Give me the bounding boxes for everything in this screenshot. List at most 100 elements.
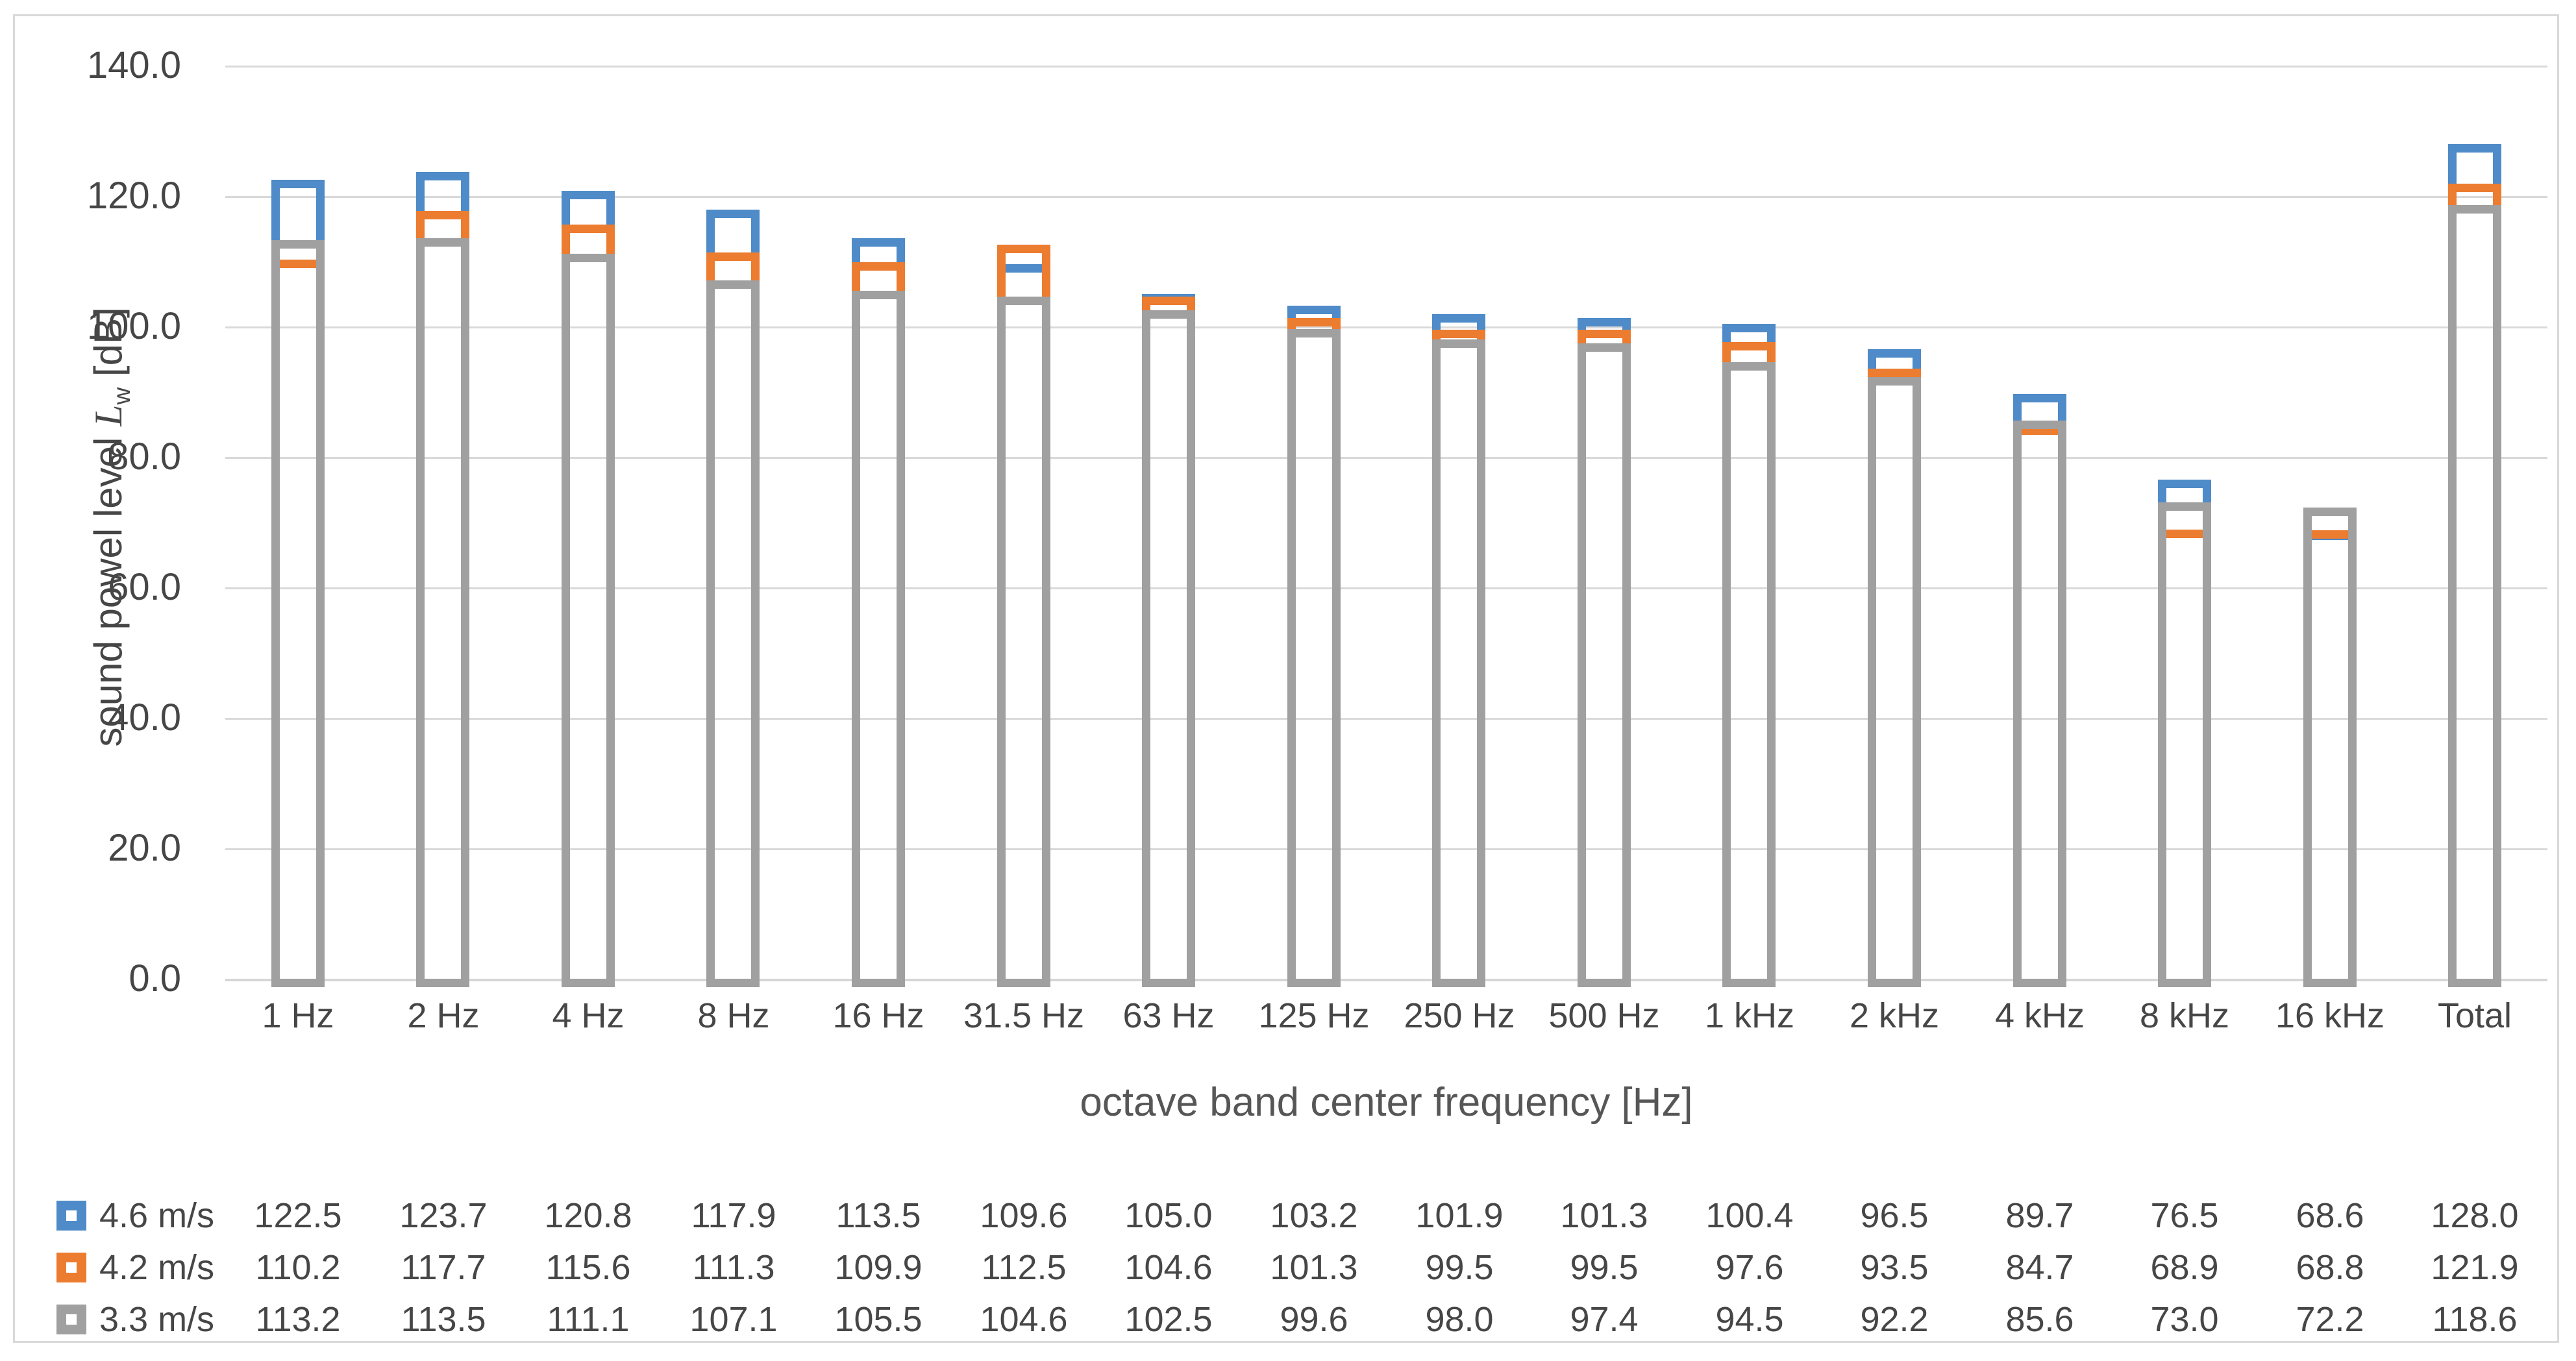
table-cell: 121.9 [2431, 1248, 2519, 1287]
bar-3-3-m-s-4-khz [2013, 421, 2066, 987]
bar-3-3-m-s-1-khz [1722, 362, 1776, 987]
gridline [225, 848, 2547, 850]
table-cell: 99.6 [1280, 1300, 1348, 1339]
bar-3-3-m-s-8-hz [706, 280, 760, 987]
category-label: 1 Hz [262, 996, 334, 1035]
category-label: 250 Hz [1404, 996, 1515, 1035]
table-cell: 89.7 [2005, 1196, 2074, 1235]
legend-marker-hole [66, 1262, 77, 1273]
table-cell: 109.9 [834, 1248, 923, 1287]
category-label: 16 Hz [832, 996, 924, 1035]
bar-3-3-m-s-8-khz [2158, 502, 2211, 987]
table-cell: 101.3 [1270, 1248, 1358, 1287]
table-cell: 120.8 [544, 1196, 632, 1235]
category-label: 16 kHz [2275, 996, 2385, 1035]
table-cell: 97.4 [1570, 1300, 1639, 1339]
category-label: 4 Hz [552, 996, 625, 1035]
legend-marker-icon [56, 1305, 86, 1334]
series-label: 4.2 m/s [99, 1248, 215, 1287]
bar-3-3-m-s-total [2448, 205, 2501, 987]
table-cell: 96.5 [1860, 1196, 1929, 1235]
series-label: 3.3 m/s [99, 1300, 215, 1339]
table-cell: 101.9 [1415, 1196, 1504, 1235]
table-cell: 104.6 [980, 1300, 1068, 1339]
table-cell: 72.2 [2296, 1300, 2364, 1339]
category-label: 31.5 Hz [963, 996, 1085, 1035]
category-label: 125 Hz [1258, 996, 1370, 1035]
table-cell: 113.5 [401, 1300, 486, 1339]
table-cell: 94.5 [1715, 1300, 1784, 1339]
y-axis-title-subscript: w [108, 387, 135, 405]
table-cell: 107.1 [689, 1300, 778, 1339]
table-cell: 84.7 [2005, 1248, 2074, 1287]
table-cell: 73.0 [2150, 1300, 2219, 1339]
table-cell: 68.9 [2150, 1248, 2219, 1287]
bar-3-3-m-s-16-khz [2303, 508, 2357, 987]
table-cell: 113.2 [255, 1300, 341, 1339]
category-label: 2 Hz [407, 996, 480, 1035]
table-cell: 111.3 [692, 1248, 775, 1287]
y-tick-label: 140.0 [86, 44, 181, 86]
category-label: 2 kHz [1849, 996, 1940, 1035]
category-label: 63 Hz [1122, 996, 1215, 1035]
table-cell: 117.7 [401, 1248, 486, 1287]
table-cell: 112.5 [981, 1248, 1067, 1287]
table-cell: 102.5 [1124, 1300, 1213, 1339]
table-cell: 105.5 [834, 1300, 923, 1339]
x-axis-line [225, 979, 2547, 981]
table-cell: 103.2 [1270, 1196, 1358, 1235]
table-cell: 104.6 [1124, 1248, 1213, 1287]
y-tick-label: 0.0 [129, 957, 181, 999]
table-cell: 111.1 [547, 1300, 630, 1339]
bar-3-3-m-s-125-hz [1287, 329, 1341, 987]
table-cell: 99.5 [1570, 1248, 1639, 1287]
plot-area [225, 66, 2547, 987]
y-tick-label: 120.0 [86, 175, 181, 217]
category-label: 1 kHz [1704, 996, 1795, 1035]
gridline [225, 587, 2547, 589]
y-tick-label: 40.0 [108, 696, 181, 739]
table-cell: 68.8 [2296, 1248, 2364, 1287]
table-cell: 122.5 [254, 1196, 342, 1235]
table-cell: 109.6 [980, 1196, 1068, 1235]
table-cell: 68.6 [2296, 1196, 2364, 1235]
gridline [225, 326, 2547, 328]
bar-3-3-m-s-31.5-hz [997, 297, 1050, 987]
category-label: 8 Hz [697, 996, 770, 1035]
x-axis-title: octave band center frequency [Hz] [1080, 1080, 1693, 1125]
table-cell: 92.2 [1860, 1300, 1929, 1339]
y-tick-label: 20.0 [108, 827, 181, 869]
bar-3-3-m-s-500-hz [1578, 343, 1631, 987]
gridline [225, 66, 2547, 67]
table-cell: 97.6 [1715, 1248, 1784, 1287]
table-cell: 105.0 [1124, 1196, 1213, 1235]
bar-3-3-m-s-4-hz [562, 254, 615, 987]
legend-marker-icon [56, 1201, 86, 1231]
bar-3-3-m-s-2-hz [416, 238, 469, 987]
table-cell: 123.7 [399, 1196, 488, 1235]
bar-3-3-m-s-16-hz [852, 291, 905, 987]
legend-marker-hole [66, 1314, 77, 1325]
category-label: 500 Hz [1548, 996, 1660, 1035]
table-cell: 110.2 [255, 1248, 341, 1287]
table-cell: 98.0 [1425, 1300, 1494, 1339]
table-cell: 118.6 [2432, 1300, 2518, 1339]
gridline [225, 457, 2547, 459]
chart-frame: sound powel level Lw [dB] octave band ce… [13, 14, 2559, 1343]
category-label: 8 kHz [2139, 996, 2230, 1035]
bar-3-3-m-s-250-hz [1432, 339, 1485, 987]
table-cell: 101.3 [1560, 1196, 1648, 1235]
table-cell: 99.5 [1425, 1248, 1494, 1287]
table-cell: 117.9 [691, 1196, 776, 1235]
legend-marker-icon [56, 1253, 86, 1282]
gridline [225, 196, 2547, 198]
y-tick-label: 60.0 [108, 566, 181, 608]
category-label: 4 kHz [1994, 996, 2085, 1035]
gridline [225, 718, 2547, 720]
table-cell: 113.5 [836, 1196, 921, 1235]
y-tick-label: 100.0 [86, 305, 181, 347]
y-tick-label: 80.0 [108, 435, 181, 478]
table-cell: 128.0 [2431, 1196, 2519, 1235]
bar-3-3-m-s-63-hz [1142, 310, 1195, 987]
